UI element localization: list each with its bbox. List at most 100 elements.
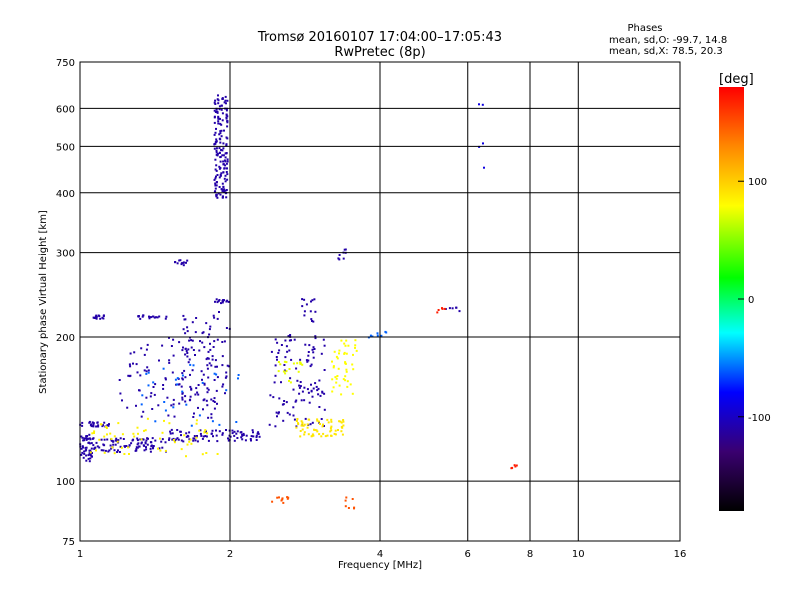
data-point xyxy=(514,465,517,468)
data-point xyxy=(190,388,193,391)
data-point xyxy=(188,358,191,361)
data-point xyxy=(204,429,207,432)
data-point xyxy=(292,414,295,417)
data-point xyxy=(176,383,179,386)
data-point xyxy=(340,339,343,342)
data-point xyxy=(301,298,304,301)
data-point xyxy=(180,434,182,437)
data-point xyxy=(275,356,278,358)
data-point xyxy=(288,368,291,370)
data-point xyxy=(482,142,484,145)
data-point xyxy=(223,340,226,343)
data-point xyxy=(225,102,227,105)
data-point xyxy=(286,497,289,500)
data-point xyxy=(178,402,181,405)
data-point xyxy=(95,449,97,452)
data-point xyxy=(218,137,221,140)
data-point xyxy=(222,163,225,166)
data-point xyxy=(203,383,206,386)
data-point xyxy=(157,447,159,450)
data-point xyxy=(384,330,387,333)
data-point xyxy=(308,344,311,347)
data-point xyxy=(315,385,318,388)
data-point xyxy=(229,435,232,438)
data-point xyxy=(221,341,224,343)
data-point xyxy=(318,433,321,436)
data-point xyxy=(309,423,312,426)
data-point xyxy=(220,188,223,191)
data-point xyxy=(217,99,220,102)
data-point xyxy=(178,383,181,386)
data-point xyxy=(290,358,293,361)
data-point xyxy=(376,334,379,337)
data-point xyxy=(189,395,192,398)
data-point xyxy=(296,379,299,382)
data-point xyxy=(312,434,315,437)
data-point xyxy=(277,370,280,373)
data-point xyxy=(211,420,214,423)
data-point xyxy=(225,327,228,329)
data-point xyxy=(455,306,458,309)
data-point xyxy=(242,432,245,435)
data-point xyxy=(188,431,191,434)
data-point xyxy=(344,361,347,364)
data-point xyxy=(280,381,282,384)
data-point xyxy=(222,299,225,301)
data-point xyxy=(224,392,226,395)
data-point xyxy=(164,449,167,452)
data-point xyxy=(218,423,221,426)
data-point xyxy=(152,381,155,384)
data-point xyxy=(125,445,128,447)
data-point xyxy=(302,424,305,427)
data-point xyxy=(300,424,303,427)
data-point xyxy=(221,119,224,122)
data-point xyxy=(110,447,113,450)
data-point xyxy=(231,429,234,432)
data-point xyxy=(172,403,175,406)
data-point xyxy=(213,397,216,400)
data-point xyxy=(301,390,304,393)
data-point xyxy=(286,350,289,353)
data-point xyxy=(312,356,315,359)
data-point xyxy=(90,425,93,428)
data-point xyxy=(213,109,216,112)
data-point xyxy=(168,437,171,440)
data-point xyxy=(148,317,151,320)
data-point xyxy=(118,451,121,453)
data-point xyxy=(122,438,125,440)
data-point xyxy=(301,363,304,366)
data-point xyxy=(181,390,184,393)
data-point xyxy=(192,437,195,440)
data-point xyxy=(213,316,216,319)
data-point xyxy=(212,314,215,317)
data-point xyxy=(216,402,218,405)
data-point xyxy=(214,111,217,113)
data-point xyxy=(268,423,271,426)
data-point xyxy=(332,366,335,369)
data-point xyxy=(201,437,204,440)
data-point xyxy=(203,398,206,401)
data-point xyxy=(293,338,296,341)
data-point xyxy=(172,406,175,409)
data-point xyxy=(299,385,302,388)
data-point xyxy=(320,435,323,438)
data-point xyxy=(222,147,225,150)
y-tick-label: 750 xyxy=(56,58,75,69)
data-point xyxy=(161,438,164,441)
data-point xyxy=(345,496,348,499)
data-point xyxy=(323,425,325,427)
data-point xyxy=(222,171,225,174)
data-point xyxy=(307,359,310,362)
data-point xyxy=(103,438,106,441)
data-point xyxy=(194,439,197,442)
data-point xyxy=(274,374,277,377)
data-point xyxy=(140,442,143,445)
data-point xyxy=(278,411,280,414)
data-point xyxy=(216,196,219,199)
data-point xyxy=(285,345,288,348)
data-point xyxy=(188,438,191,441)
data-point xyxy=(196,440,199,443)
data-point xyxy=(342,419,345,421)
data-point xyxy=(224,174,227,177)
data-point xyxy=(284,356,287,359)
